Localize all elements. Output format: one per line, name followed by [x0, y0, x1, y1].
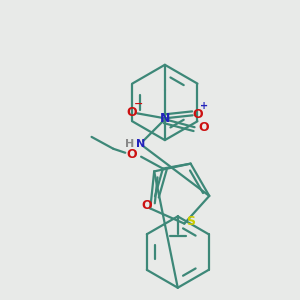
- Text: O: O: [127, 148, 137, 161]
- Text: N: N: [160, 112, 170, 125]
- Text: O: O: [127, 106, 137, 119]
- Text: −: −: [134, 98, 143, 108]
- Text: S: S: [186, 215, 195, 228]
- Text: O: O: [198, 121, 209, 134]
- Text: H: H: [124, 139, 134, 149]
- Text: N: N: [136, 139, 146, 149]
- Text: O: O: [142, 199, 152, 212]
- Text: +: +: [200, 101, 208, 111]
- Text: O: O: [192, 108, 203, 121]
